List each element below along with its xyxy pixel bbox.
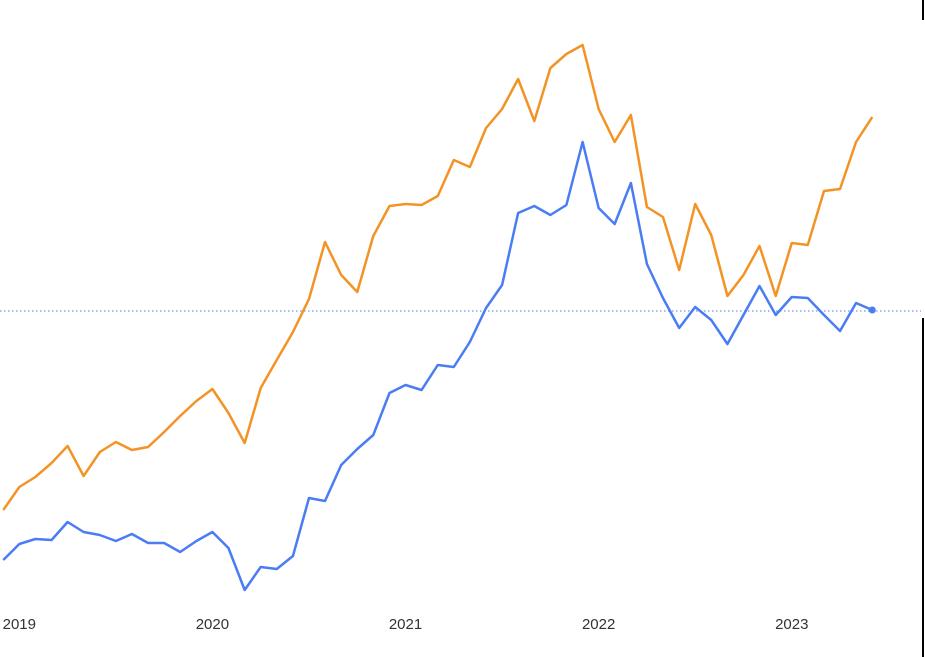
x-tick-label: 2023 [775, 616, 808, 633]
line-series [2, 43, 874, 511]
last-point [868, 306, 876, 314]
x-tick-label: 2020 [196, 616, 229, 633]
x-tick-label: 2022 [582, 616, 615, 633]
x-tick-label: 2021 [389, 616, 422, 633]
x-tick-label: 2019 [3, 616, 36, 633]
line-series [2, 140, 873, 592]
